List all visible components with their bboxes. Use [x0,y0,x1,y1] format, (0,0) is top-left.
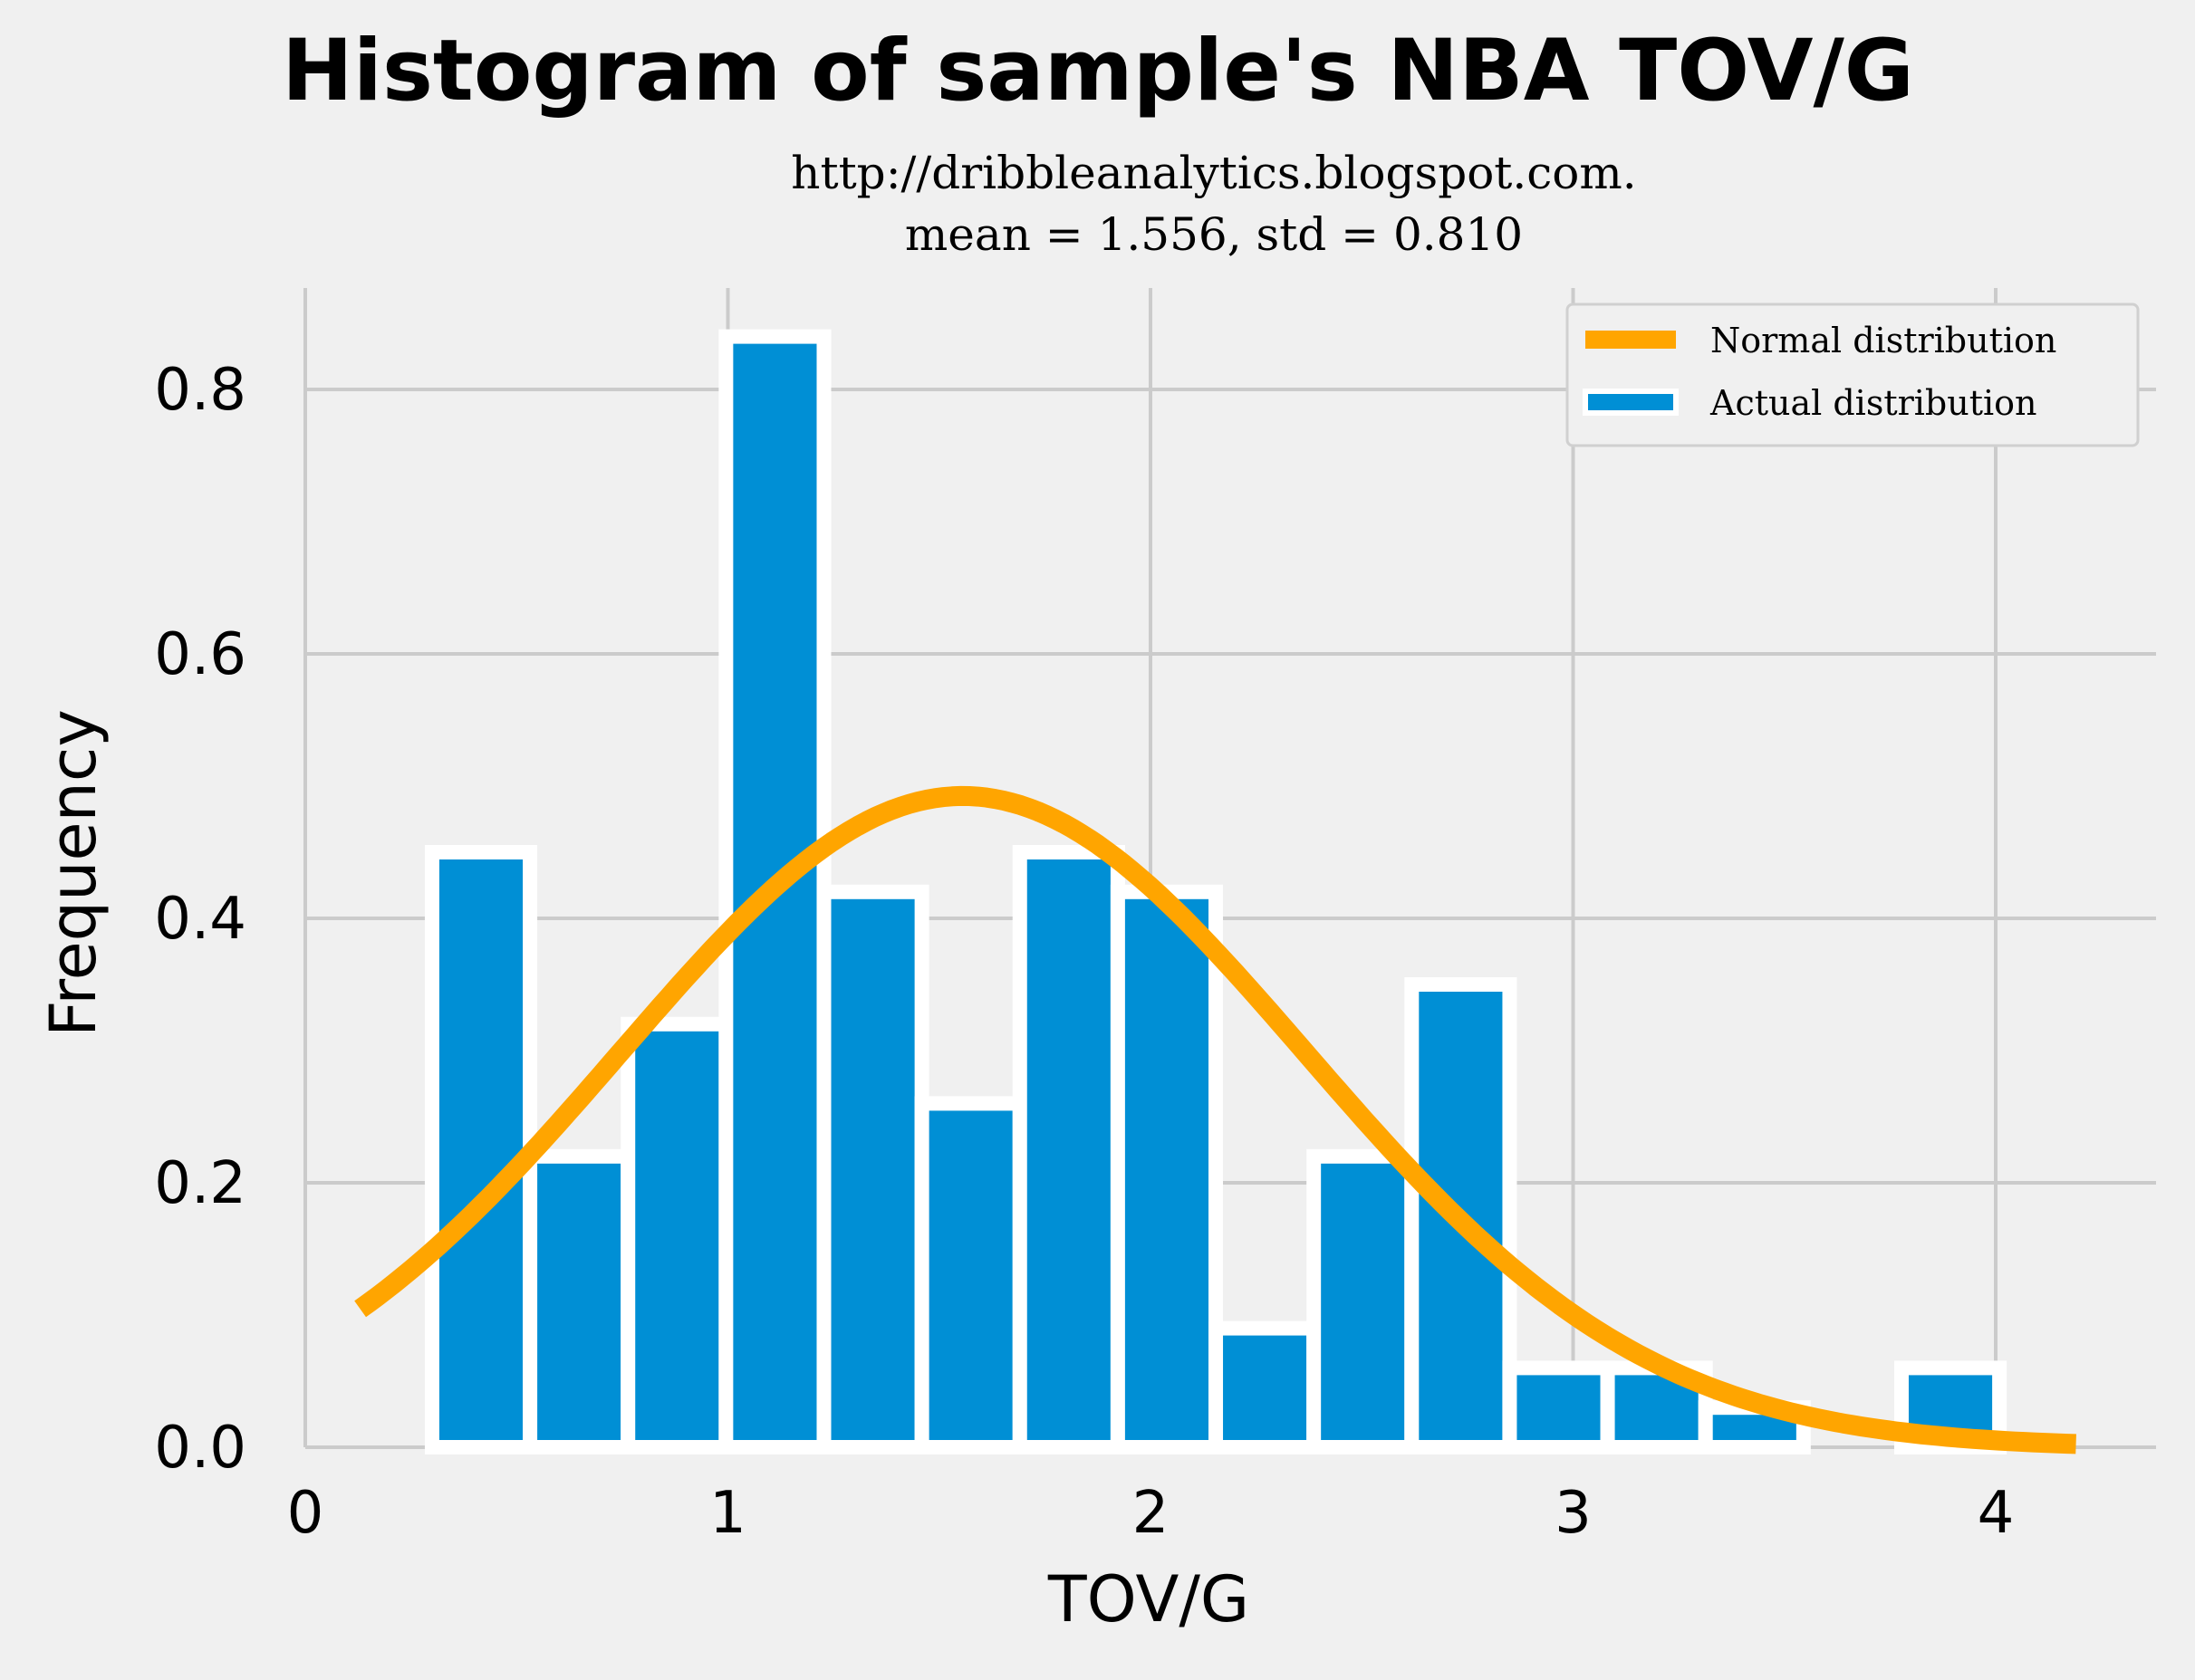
legend-normal-label: Normal distribution [1710,321,2056,360]
legend-box [1565,302,2140,447]
histogram-bar-11 [1502,1360,1615,1455]
x-tick-label-3: 3 [1555,1480,1592,1547]
x-tick-label-0: 0 [287,1480,324,1547]
y-tick-label-3: 0.6 [154,621,246,688]
y-axis-ticks: 0.0 0.2 0.4 0.6 0.8 [154,357,246,1482]
y-axis-label: Frequency [36,709,111,1037]
x-tick-label-4: 4 [1978,1480,2015,1547]
histogram-bar-2 [621,1016,734,1455]
legend: Normal distribution Actual distribution [1565,302,2140,447]
histogram-bar-7 [1110,884,1224,1454]
histogram-bars [424,329,2007,1455]
histogram-bar-6 [1012,845,1125,1454]
histogram-bar-4 [816,884,929,1454]
legend-actual-swatch [1583,389,1679,416]
y-tick-label-1: 0.2 [154,1150,246,1217]
x-tick-label-2: 2 [1132,1480,1170,1547]
x-axis-label: TOV/G [1047,1562,1249,1637]
histogram-bar-0 [424,845,538,1454]
histogram-bar-5 [914,1096,1027,1455]
histogram-bar-1 [523,1148,636,1455]
y-tick-label-4: 0.8 [154,357,246,424]
normal-distribution-curve [354,785,2078,1454]
y-tick-label-2: 0.4 [154,886,246,953]
legend-actual-label: Actual distribution [1709,383,2037,423]
y-tick-label-0: 0.0 [154,1415,246,1482]
chart-subtitle-line-1: http://dribbleanalytics.blogspot.com. [791,147,1636,199]
histogram-bar-9 [1306,1148,1420,1455]
histogram-bar-8 [1208,1320,1322,1454]
chart-subtitle-line-2: mean = 1.556, std = 0.810 [905,208,1523,261]
chart-title: Histogram of sample's NBA TOV/G [282,22,1914,120]
x-axis-ticks: 0 1 2 3 4 [287,1480,2015,1547]
histogram-bar-10 [1404,977,1517,1454]
x-tick-label-1: 1 [709,1480,746,1547]
